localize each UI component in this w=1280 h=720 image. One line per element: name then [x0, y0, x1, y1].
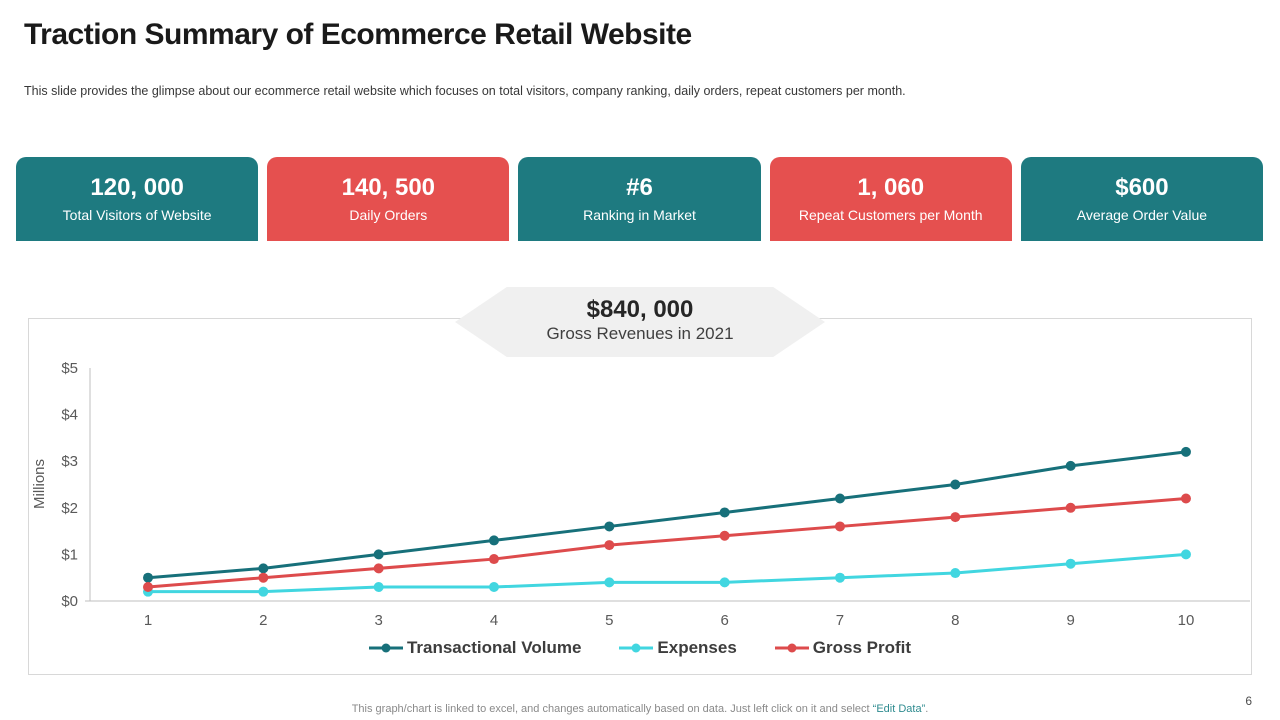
data-point-marker [488, 582, 499, 593]
data-point-marker [950, 512, 961, 523]
x-tick-label: 2 [259, 612, 267, 629]
data-point-marker [143, 572, 153, 583]
legend-dot [787, 643, 797, 653]
y-tick-label: $2 [61, 500, 78, 517]
data-point-marker [604, 521, 615, 532]
legend-dot [381, 643, 391, 653]
gross-revenue-value: $840, 000 [586, 296, 694, 323]
data-point-marker [719, 507, 730, 518]
legend-marker-icon [774, 643, 809, 653]
data-point-marker [1180, 493, 1191, 504]
x-tick-label: 5 [605, 612, 613, 629]
data-point-marker [834, 572, 845, 583]
data-point-marker [488, 554, 499, 565]
kpi-value: #6 [626, 174, 653, 201]
x-tick-label: 3 [374, 612, 382, 629]
kpi-label: Ranking in Market [583, 207, 696, 223]
kpi-card-row: 120, 000 Total Visitors of Website 140, … [16, 157, 1264, 241]
kpi-label: Repeat Customers per Month [798, 207, 983, 223]
page-title: Traction Summary of Ecommerce Retail Web… [24, 18, 692, 51]
data-point-marker [1065, 558, 1076, 569]
line-chart: $0 $1 $2 $3 $4 $5 Millions 1 2 3 4 5 6 7 8 9 10 [31, 360, 1250, 629]
gross-revenue-banner: $840, 000 Gross Revenues in 2021 [455, 287, 825, 357]
kpi-label: Total Visitors of Website [62, 207, 212, 223]
page-number: 6 [1245, 694, 1252, 708]
kpi-card-average-order-value: $600 Average Order Value [1020, 157, 1264, 241]
data-point-marker [950, 479, 961, 490]
kpi-value: $600 [1115, 174, 1169, 201]
x-tick-label: 10 [1178, 612, 1195, 629]
data-point-marker [1065, 460, 1076, 471]
data-point-marker [373, 549, 384, 560]
x-tick-label: 8 [951, 612, 959, 629]
footer-note-period: . [925, 703, 929, 715]
series-line [147, 496, 1187, 589]
data-point-marker [143, 582, 153, 593]
footer-edit-data-text: “Edit Data” [872, 703, 926, 715]
legend-marker-icon [368, 643, 403, 653]
chart-area[interactable] [28, 318, 1252, 675]
page-subtitle: This slide provides the glimpse about ou… [24, 84, 906, 98]
data-point-marker [719, 530, 730, 541]
gross-revenue-label: Gross Revenues in 2021 [546, 323, 734, 343]
kpi-label: Average Order Value [1076, 207, 1208, 223]
x-tick-label: 1 [144, 612, 152, 629]
legend-label: Gross Profit [812, 638, 912, 657]
data-point-marker [950, 568, 961, 579]
legend-dot [631, 643, 641, 653]
kpi-value: 140, 500 [341, 174, 436, 201]
x-tick-label: 7 [836, 612, 844, 629]
y-tick-label: $3 [61, 453, 78, 470]
data-point-marker [604, 577, 615, 588]
y-tick-label: $1 [61, 546, 78, 563]
y-tick-label: $4 [61, 407, 78, 424]
data-point-marker [834, 493, 845, 504]
kpi-card-market-ranking: #6 Ranking in Market [518, 157, 761, 241]
data-point-marker [373, 563, 384, 574]
legend-label: Expenses [657, 638, 737, 657]
y-axis-title: Millions [31, 459, 48, 509]
kpi-card-daily-orders: 140, 500 Daily Orders [267, 157, 510, 241]
legend-label: Transactional Volume [406, 638, 582, 657]
data-point-marker [373, 582, 384, 593]
legend-marker-icon [619, 643, 654, 653]
legend-item: Gross Profit [774, 638, 912, 658]
data-point-marker [1180, 549, 1191, 560]
y-tick-label: $0 [61, 593, 78, 610]
series-line [148, 552, 1187, 594]
data-point-marker [1065, 502, 1076, 513]
x-tick-label: 9 [1066, 612, 1074, 629]
legend-item: Transactional Volume [368, 638, 582, 658]
footer-note-text: This graph/chart is linked to excel, and… [351, 703, 873, 715]
data-point-marker [258, 563, 269, 574]
data-point-marker [834, 521, 845, 532]
x-tick-label: 6 [720, 612, 728, 629]
series-line [147, 450, 1187, 580]
kpi-value: 120, 000 [90, 174, 184, 201]
data-point-marker [488, 535, 499, 546]
data-point-marker [258, 586, 269, 597]
x-tick-label: 4 [490, 612, 498, 629]
data-point-marker [604, 540, 615, 551]
kpi-label: Daily Orders [349, 207, 428, 223]
kpi-card-total-visitors: 120, 000 Total Visitors of Website [16, 157, 259, 241]
data-point-marker [258, 572, 269, 583]
data-point-marker [719, 577, 730, 588]
data-point-marker [1180, 446, 1191, 457]
y-tick-label: $5 [61, 360, 78, 377]
footer-note: This graph/chart is linked to excel, and… [0, 703, 1280, 715]
chart-legend: Transactional Volume Expenses Gross Profit [28, 638, 1252, 658]
kpi-value: 1, 060 [857, 174, 925, 201]
legend-item: Expenses [619, 638, 737, 658]
kpi-card-repeat-customers: 1, 060 Repeat Customers per Month [769, 157, 1012, 241]
